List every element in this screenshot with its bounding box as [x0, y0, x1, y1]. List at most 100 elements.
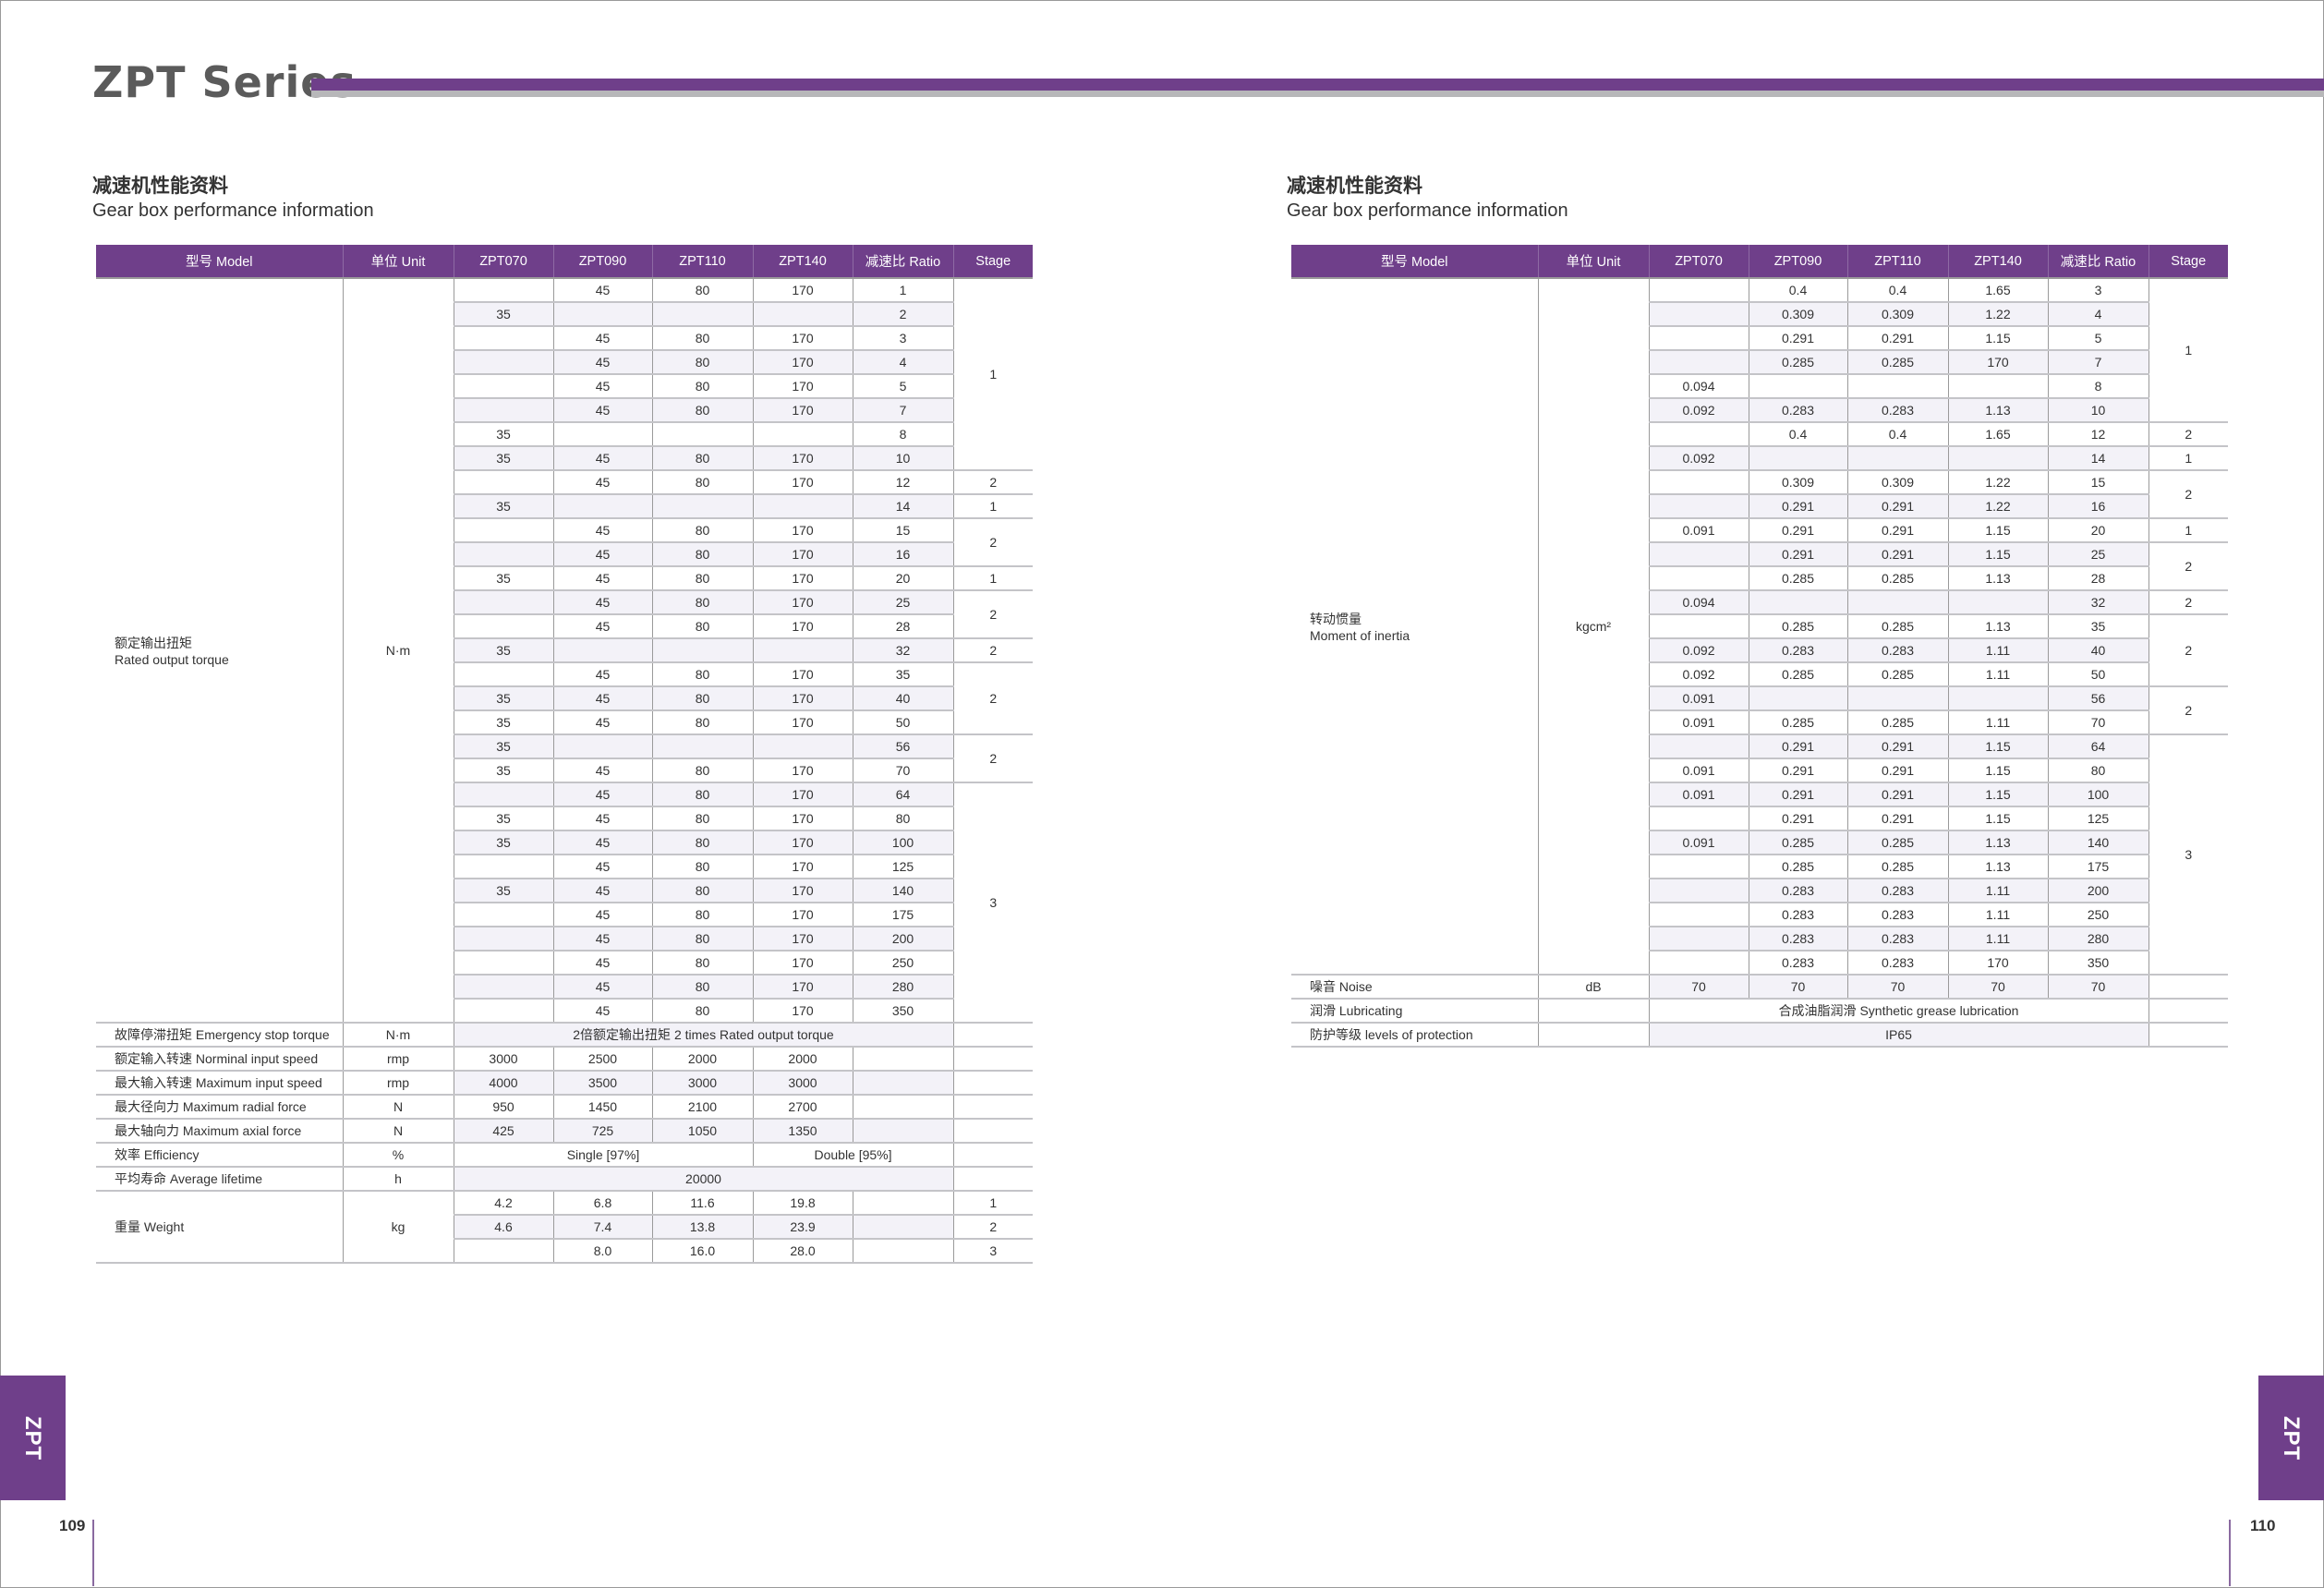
table-row: 0.285 0.285 1.13 28: [1291, 566, 2228, 591]
value-cell: 80: [652, 590, 754, 615]
ratio-cell: 140: [2048, 830, 2149, 855]
value-cell: 0.091: [1649, 782, 1749, 807]
column-header: 型号 Model: [1291, 245, 1539, 279]
stage-cell: 2: [2148, 422, 2228, 447]
column-header: ZPT090: [553, 245, 653, 279]
value-cell: 170: [753, 758, 853, 783]
ratio-cell: 5: [853, 374, 954, 399]
value-cell: 80: [652, 470, 754, 495]
ratio-cell: 8: [853, 422, 954, 447]
value-cell: 45: [553, 614, 653, 639]
value-cell: 45: [553, 903, 653, 927]
value-cell: 170: [1948, 350, 2049, 375]
value-cell: 35: [454, 830, 554, 855]
value-cell: [1649, 278, 1749, 303]
value-cell: 0.094: [1649, 590, 1749, 615]
table-row: 45 80 170 350: [96, 999, 1033, 1024]
value-cell: [1649, 614, 1749, 639]
value-cell: 19.8: [753, 1191, 853, 1216]
table-row: 0.283 0.283 1.11 250: [1291, 903, 2228, 927]
value-cell: 170: [753, 903, 853, 927]
table-row: 0.091 0.285 0.285 1.13 140: [1291, 830, 2228, 855]
value-cell: 0.309: [1847, 302, 1949, 327]
value-cell: 1.65: [1948, 422, 2049, 447]
value-cell: [454, 614, 554, 639]
value-cell: 1.11: [1948, 903, 2049, 927]
value-cell: [1649, 855, 1749, 879]
value-cell: 1.15: [1948, 806, 2049, 831]
unit-cell: %: [343, 1143, 454, 1168]
value-cell: 80: [652, 518, 754, 543]
table-row: 45 80 170 64 3: [96, 782, 1033, 1024]
value-cell: 45: [553, 927, 653, 952]
value-cell: 0.285: [1749, 614, 1848, 639]
table-row: 0.091 0.291 0.291 1.15 80: [1291, 758, 2228, 783]
value-cell: 1.22: [1948, 302, 2049, 327]
value-cell: [652, 422, 754, 447]
ratio-cell: 250: [2048, 903, 2149, 927]
table-row: 35 2: [96, 302, 1033, 327]
value-cell: 45: [553, 951, 653, 976]
table-row: 最大输入转速 Maximum input speed rmp 4000 3500 300…: [96, 1071, 1033, 1096]
stage-cell: 1: [953, 566, 1033, 591]
left-performance-table: 型号 Model 单位 Unit ZPT070 ZPT090 ZPT110 ZPT140 减…: [96, 245, 1033, 1264]
value-cell: [853, 1047, 954, 1072]
right-side-tab-label: ZPT: [2279, 1415, 2305, 1461]
value-cell: 0.4: [1847, 278, 1949, 303]
value-cell: 0.092: [1649, 638, 1749, 663]
value-cell: 0.4: [1847, 422, 1949, 447]
value-cell: 170: [753, 830, 853, 855]
value-cell: 13.8: [652, 1215, 754, 1240]
table-row: 45 80 170 175: [96, 903, 1033, 927]
value-cell: 1350: [753, 1119, 853, 1144]
value-cell: 0.283: [1847, 951, 1949, 976]
value-cell: [1948, 686, 2049, 711]
value-cell: [753, 422, 853, 447]
value-cell: 170: [753, 542, 853, 567]
value-cell: 80: [652, 350, 754, 375]
stage-cell: [953, 1143, 1033, 1168]
table-row: 0.092 0.283 0.283 1.11 40: [1291, 638, 2228, 663]
value-cell: [652, 302, 754, 327]
value-cell: 0.285: [1847, 662, 1949, 687]
value-cell: 1.15: [1948, 326, 2049, 351]
value-cell: 2000: [753, 1047, 853, 1072]
value-cell: [652, 638, 754, 663]
value-cell: 170: [753, 686, 853, 711]
value-cell: 1.13: [1948, 614, 2049, 639]
ratio-cell: 280: [2048, 927, 2149, 952]
value-cell: 70: [1948, 975, 2049, 1000]
value-cell: 80: [652, 542, 754, 567]
right-performance-table: 型号 Model 单位 Unit ZPT070 ZPT090 ZPT110 ZPT140 减…: [1291, 245, 2228, 1048]
stage-cell: 2: [2148, 614, 2228, 687]
value-cell: [454, 350, 554, 375]
table-row: 45 80 170 28: [96, 614, 1033, 639]
table-row: 35 56 2: [96, 734, 1033, 783]
row-label: 最大输入转速 Maximum input speed: [96, 1071, 344, 1096]
value-cell: 35: [454, 710, 554, 735]
value-cell: 0.291: [1847, 542, 1949, 567]
stage-cell: 2: [953, 1215, 1033, 1240]
row-label: 防护等级 levels of protection: [1291, 1023, 1539, 1048]
ratio-cell: 3: [853, 326, 954, 351]
table-row: 0.291 0.291 1.15 64 3: [1291, 734, 2228, 976]
value-cell: 0.091: [1649, 686, 1749, 711]
ratio-cell: 16: [853, 542, 954, 567]
value-cell: 0.285: [1847, 830, 1949, 855]
stage-cell: 1: [953, 494, 1033, 519]
value-cell: [1649, 734, 1749, 759]
column-header: 型号 Model: [96, 245, 344, 279]
value-cell: 0.4: [1749, 278, 1848, 303]
value-cell: [1649, 903, 1749, 927]
value-cell: 170: [753, 782, 853, 807]
ratio-cell: 20: [2048, 518, 2149, 543]
value-cell: 3000: [753, 1071, 853, 1096]
value-cell: 170: [753, 590, 853, 615]
value-cell: [454, 951, 554, 976]
table-row: 45 80 170 280: [96, 975, 1033, 1000]
column-header: 减速比 Ratio: [853, 245, 954, 279]
stage-cell: 2: [953, 518, 1033, 567]
value-cell: 45: [553, 686, 653, 711]
table-row: 45 80 170 35 2: [96, 662, 1033, 735]
table-row: 0.291 0.291 1.15 125: [1291, 806, 2228, 831]
